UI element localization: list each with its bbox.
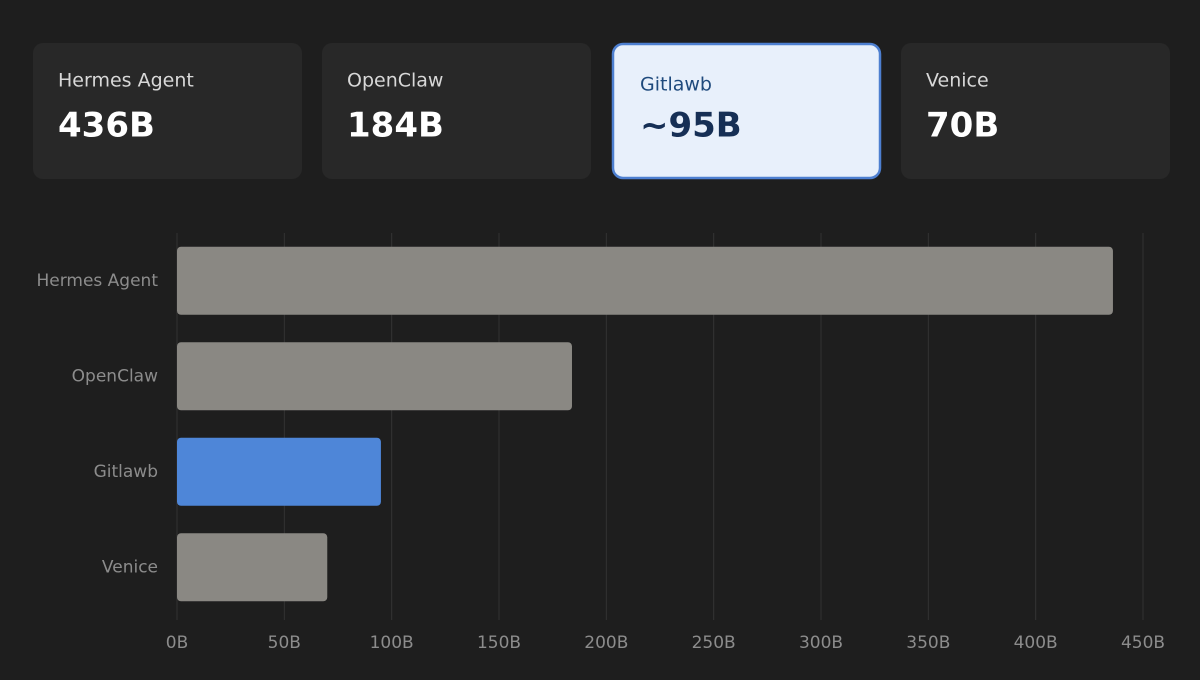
x-tick-label: 150B: [477, 633, 521, 653]
x-tick-label: 350B: [906, 633, 950, 653]
bar: [177, 533, 328, 602]
stat-card[interactable]: [611, 42, 882, 180]
bar: [177, 246, 1113, 315]
card-value: 184B: [347, 106, 444, 146]
x-tick-label: 50B: [268, 633, 301, 653]
card-label: Hermes Agent: [58, 70, 194, 92]
x-tick-label: 100B: [370, 633, 414, 653]
y-tick-label: Hermes Agent: [36, 271, 158, 291]
bar: [177, 342, 572, 411]
card-value: 70B: [926, 106, 999, 146]
y-tick-label: Venice: [102, 557, 158, 577]
bar: [177, 437, 381, 506]
x-tick-label: 250B: [692, 633, 736, 653]
stat-card[interactable]: [33, 43, 302, 179]
stat-card[interactable]: [322, 43, 591, 179]
x-tick-label: 450B: [1121, 633, 1165, 653]
x-tick-label: 300B: [799, 633, 843, 653]
card-label: OpenClaw: [347, 70, 443, 92]
card-label: Gitlawb: [640, 74, 712, 96]
card-value: 436B: [58, 106, 155, 146]
x-tick-label: 200B: [584, 633, 628, 653]
stat-card[interactable]: [901, 43, 1170, 179]
card-label: Venice: [926, 70, 989, 92]
x-tick-label: 400B: [1014, 633, 1058, 653]
x-tick-label: 0B: [166, 633, 188, 653]
y-tick-label: Gitlawb: [94, 462, 158, 482]
card-value: ~95B: [640, 106, 742, 146]
y-tick-label: OpenClaw: [72, 366, 158, 386]
